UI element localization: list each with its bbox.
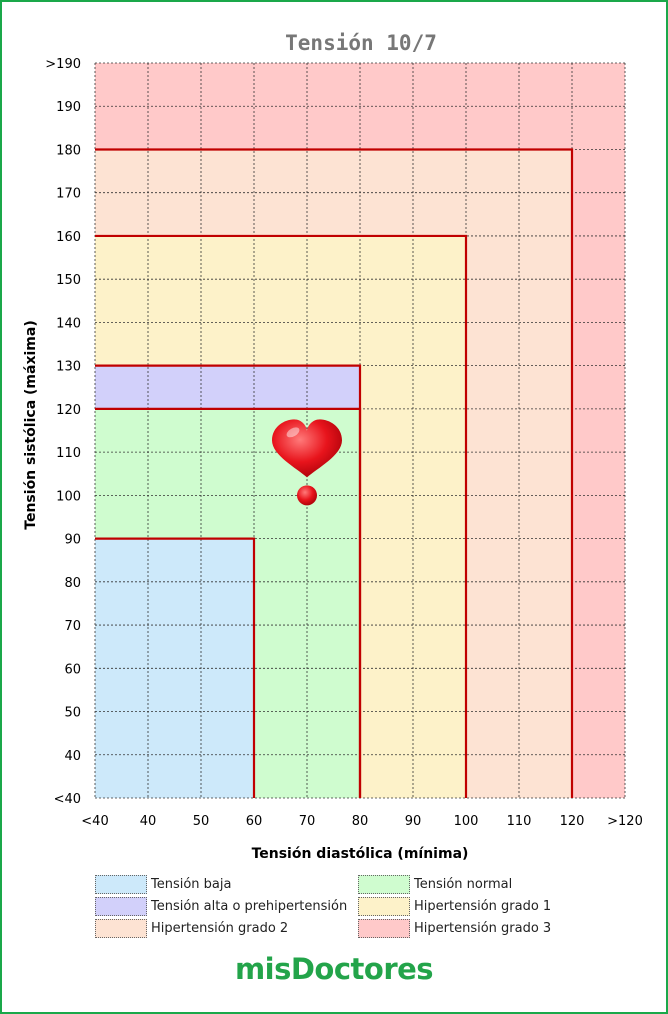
y-tick-label: 100 bbox=[56, 489, 81, 504]
y-tick-label: 160 bbox=[56, 230, 81, 245]
x-tick-label: 70 bbox=[299, 814, 316, 829]
heart-icon bbox=[272, 419, 342, 478]
y-tick-label: 150 bbox=[56, 273, 81, 288]
legend-swatch bbox=[95, 919, 147, 938]
legend-swatch bbox=[358, 875, 410, 894]
legend-label: Hipertensión grado 2 bbox=[151, 921, 289, 936]
boundary-tension-normal bbox=[95, 407, 362, 798]
x-tick-label: >120 bbox=[607, 814, 643, 829]
x-tick-label: 100 bbox=[454, 814, 479, 829]
y-axis-label: Tensión sistólica (máxima) bbox=[23, 320, 39, 529]
reading-marker bbox=[272, 419, 342, 506]
y-tick-label: 90 bbox=[64, 533, 81, 548]
legend-label: Tensión normal bbox=[414, 877, 513, 892]
x-tick-label: 80 bbox=[352, 814, 369, 829]
legend-swatch bbox=[358, 897, 410, 916]
boundary-tension-baja bbox=[95, 537, 256, 798]
legend-item: Tensión normal bbox=[358, 874, 615, 895]
legend-item: Hipertensión grado 2 bbox=[95, 918, 358, 939]
y-tick-label: <40 bbox=[54, 792, 81, 807]
legend-label: Tensión alta o prehipertensión bbox=[151, 899, 348, 914]
y-tick-label: 70 bbox=[64, 619, 81, 634]
legend-item: Hipertensión grado 1 bbox=[358, 896, 615, 917]
reading-point bbox=[297, 485, 317, 506]
x-tick-label: 60 bbox=[246, 814, 263, 829]
x-tick-label: 50 bbox=[193, 814, 210, 829]
boundary-hipertension-grado-1 bbox=[95, 234, 468, 798]
legend-item: Hipertensión grado 3 bbox=[358, 918, 615, 939]
legend-label: Hipertensión grado 3 bbox=[414, 921, 552, 936]
y-tick-label: 50 bbox=[64, 706, 81, 721]
x-tick-label: <40 bbox=[81, 814, 108, 829]
x-tick-label: 90 bbox=[405, 814, 422, 829]
chart-title: Tensión 10/7 bbox=[285, 31, 437, 55]
chart-legend: Tensión baja Tensión normal Tensión alta o… bbox=[95, 874, 615, 939]
legend-label: Tensión baja bbox=[151, 877, 232, 892]
y-tick-label: 170 bbox=[56, 187, 81, 202]
x-tick-label: 120 bbox=[560, 814, 585, 829]
y-tick-label: 110 bbox=[56, 446, 81, 461]
y-tick-label: 190 bbox=[56, 100, 81, 115]
y-tick-label: 60 bbox=[64, 662, 81, 677]
boundary-hipertension-grado-2 bbox=[95, 148, 574, 798]
heart-highlight bbox=[286, 427, 300, 438]
y-tick-label: 40 bbox=[64, 749, 81, 764]
y-tick-label: 120 bbox=[56, 403, 81, 418]
y-tick-label: >190 bbox=[45, 57, 81, 72]
legend-swatch bbox=[358, 919, 410, 938]
legend-item: Tensión alta o prehipertensión bbox=[95, 896, 358, 917]
x-axis-ticks: <40 40 50 60 70 80 90 100 110 120 >120 bbox=[81, 814, 643, 829]
x-tick-label: 110 bbox=[507, 814, 532, 829]
y-tick-label: 140 bbox=[56, 316, 81, 331]
legend-swatch bbox=[95, 875, 147, 894]
brand-logo: misDoctores bbox=[0, 952, 668, 986]
legend-label: Hipertensión grado 1 bbox=[414, 899, 552, 914]
brand-text: misDoctores bbox=[234, 952, 434, 986]
legend-item: Tensión baja bbox=[95, 874, 358, 895]
y-tick-label: 80 bbox=[64, 576, 81, 591]
zone-tension-baja bbox=[95, 538, 254, 798]
y-tick-label: 130 bbox=[56, 360, 81, 375]
zone-boundaries bbox=[95, 148, 574, 798]
y-tick-label: 180 bbox=[56, 143, 81, 158]
x-axis-label: Tensión diastólica (mínima) bbox=[252, 846, 469, 862]
blood-pressure-chart: Tensión 10/7 <40 40 50 60 70 80 90 100 110 120 130… bbox=[23, 31, 643, 862]
legend-swatch bbox=[95, 897, 147, 916]
x-tick-label: 40 bbox=[140, 814, 157, 829]
y-axis-ticks: <40 40 50 60 70 80 90 100 110 120 130 140 150 160 170 1… bbox=[45, 57, 81, 807]
